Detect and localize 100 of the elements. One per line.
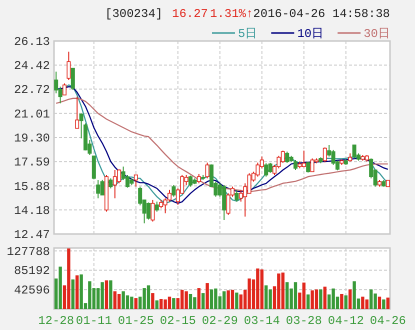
bar — [146, 285, 150, 309]
bar — [319, 289, 322, 309]
y-tick-label: 22.72 — [14, 83, 50, 98]
bar — [197, 288, 200, 309]
bar — [332, 288, 335, 309]
bar — [382, 299, 386, 309]
candlestick — [268, 162, 272, 174]
text: 2016-04-26 14:58:38 — [253, 7, 390, 21]
candlestick — [294, 159, 298, 170]
candlestick — [154, 201, 159, 212]
bar — [160, 298, 163, 309]
bar — [235, 292, 238, 309]
x-tick-label: 02-29 — [202, 314, 238, 328]
bar — [188, 294, 192, 309]
y-tick-label: 21.01 — [14, 107, 50, 122]
bar — [352, 281, 356, 309]
candlestick — [150, 199, 155, 222]
candlestick — [256, 162, 260, 178]
candlestick — [70, 68, 75, 91]
bar — [193, 297, 196, 309]
bar — [80, 274, 83, 309]
x-tick-label: 01-25 — [118, 314, 154, 328]
candlestick — [285, 151, 290, 164]
candlestick — [205, 162, 210, 179]
candlestick — [146, 202, 150, 220]
bar — [168, 296, 172, 309]
candlestick — [108, 178, 113, 189]
bar — [142, 288, 146, 309]
candlestick — [222, 184, 226, 221]
bar — [248, 278, 251, 309]
y-tick-label: 17.59 — [14, 156, 50, 170]
candlestick — [280, 150, 285, 164]
bar — [277, 273, 280, 309]
bar — [310, 290, 314, 309]
x-tick-label: 04-12 — [328, 314, 364, 328]
candlestick — [352, 144, 356, 159]
bar — [222, 291, 226, 309]
candlestick — [188, 175, 192, 188]
bar — [76, 275, 79, 309]
candlestick — [310, 158, 314, 172]
bar — [281, 272, 284, 309]
candlestick — [302, 150, 306, 168]
candlestick — [196, 173, 201, 184]
bar — [172, 298, 176, 309]
candlestick — [75, 96, 80, 129]
bar — [302, 282, 306, 309]
bar — [374, 294, 377, 309]
legend-label: 5日 — [238, 27, 258, 41]
bar — [378, 296, 382, 309]
bar — [118, 294, 121, 309]
bar — [126, 295, 130, 309]
bar — [109, 280, 112, 309]
bar — [67, 248, 70, 309]
candlestick — [100, 179, 104, 196]
candlestick — [112, 169, 117, 199]
candlestick — [62, 82, 66, 96]
bar — [151, 293, 154, 309]
x-tick-label: 04-26 — [370, 314, 406, 328]
text: 16.27 — [172, 7, 208, 21]
bar — [286, 282, 289, 309]
bar — [180, 290, 184, 309]
y-tick-label: 42596 — [14, 284, 50, 298]
bar — [268, 289, 272, 309]
x-tick-label: 03-14 — [244, 314, 280, 328]
text: 1.31%↑ — [210, 7, 254, 21]
bar — [71, 279, 74, 309]
bar — [104, 280, 108, 309]
bar — [58, 266, 62, 309]
candlestick — [66, 51, 71, 80]
legend-label: 10日 — [297, 27, 324, 41]
x-tick-label: 12-28 — [38, 314, 74, 328]
y-tick-label: 127788 — [6, 244, 50, 259]
bar — [348, 289, 352, 309]
bar — [210, 289, 214, 309]
candlestick — [247, 172, 252, 194]
bar — [260, 269, 264, 309]
candlestick — [54, 71, 58, 94]
bar — [314, 289, 318, 309]
bar — [202, 293, 205, 309]
bar — [134, 298, 138, 309]
y-tick-label: 26.13 — [14, 35, 50, 49]
bar — [130, 296, 134, 309]
candlestick — [234, 189, 239, 202]
bar — [365, 299, 368, 309]
bar — [239, 294, 242, 309]
bar — [306, 294, 310, 309]
chart-title: [300234] — [105, 7, 163, 21]
bar — [323, 286, 326, 309]
bar — [361, 296, 364, 309]
bar — [370, 289, 373, 309]
bar — [100, 282, 104, 309]
bar — [206, 283, 209, 309]
bar — [214, 288, 218, 309]
y-tick-label: 14.18 — [14, 204, 50, 218]
candlestick — [96, 180, 100, 199]
y-tick-label: 12.47 — [14, 228, 50, 242]
y-tick-label: 15.88 — [14, 180, 50, 194]
x-tick-label: 03-28 — [286, 314, 322, 328]
y-tick-label: 19.30 — [14, 132, 50, 146]
candlestick — [92, 155, 96, 180]
